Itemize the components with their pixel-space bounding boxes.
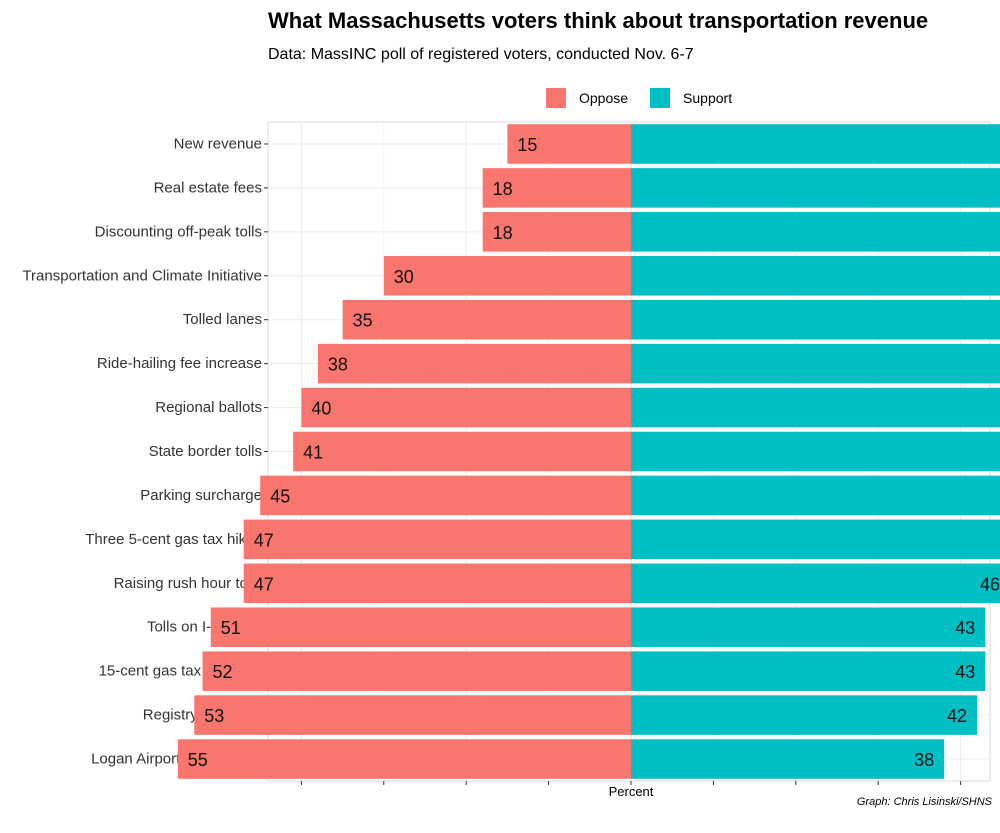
bar-support: [631, 299, 1000, 340]
data-label-support: 46: [980, 574, 1000, 594]
data-label-oppose: 53: [204, 706, 224, 726]
bar-oppose: [202, 651, 631, 691]
bar-oppose: [243, 563, 631, 604]
legend-item-oppose: Oppose: [546, 88, 628, 108]
bar-support: [631, 519, 1000, 560]
bar-support: [631, 387, 1000, 428]
bar-support: [631, 695, 978, 735]
category-label: Regional ballots: [155, 399, 262, 416]
bar-support: [631, 607, 986, 648]
category-label: Ride-hailing fee increase: [97, 355, 262, 372]
bar-oppose: [194, 695, 631, 735]
data-label-oppose: 38: [328, 355, 348, 375]
data-label-oppose: 18: [493, 179, 513, 199]
bar-oppose: [482, 212, 631, 252]
bar-support: [631, 651, 986, 691]
bar-support: [631, 168, 1000, 208]
bar-support: [631, 563, 1000, 604]
legend-label-oppose: Oppose: [579, 90, 629, 106]
bar-support: [631, 343, 1000, 384]
category-label: State border tolls: [149, 443, 262, 460]
bar-oppose: [301, 387, 631, 428]
bar-oppose: [177, 739, 632, 779]
bar-oppose: [317, 343, 631, 384]
data-label-oppose: 52: [213, 662, 233, 682]
category-label: Parking surcharge: [140, 487, 262, 504]
data-label-oppose: 40: [311, 399, 331, 419]
bar-oppose: [260, 475, 631, 516]
legend-item-support: Support: [650, 88, 732, 108]
bar-support: [631, 475, 1000, 516]
legend-swatch-oppose: [546, 88, 566, 108]
category-label: Transportation and Climate Initiative: [22, 267, 262, 284]
legend-label-support: Support: [683, 90, 733, 106]
legend-swatch-support: [650, 88, 671, 108]
bar-oppose: [243, 519, 631, 560]
chart-caption: Graph: Chris Lisinski/SHNS: [856, 796, 992, 808]
chart-title: What Massachusetts voters think about tr…: [268, 8, 929, 33]
bar-oppose: [482, 168, 631, 208]
bar-support: [631, 431, 1000, 472]
data-label-oppose: 35: [353, 311, 373, 331]
data-label-oppose: 30: [394, 267, 414, 287]
bar-oppose: [342, 299, 631, 340]
bar-oppose: [210, 607, 631, 648]
bar-support: [631, 739, 945, 779]
category-label: Discounting off-peak tolls: [95, 223, 262, 240]
data-label-oppose: 45: [270, 486, 290, 506]
data-label-oppose: 51: [221, 618, 241, 638]
legend: Oppose Support: [546, 88, 754, 108]
category-label: Real estate fees: [154, 179, 262, 196]
data-label-support: 43: [955, 662, 975, 682]
bar-support: [631, 212, 1000, 252]
data-label-oppose: 47: [254, 530, 274, 550]
data-label-oppose: 18: [493, 223, 513, 243]
data-label-support: 38: [914, 750, 934, 770]
data-label-oppose: 41: [303, 443, 323, 463]
category-label: Tolled lanes: [183, 311, 262, 328]
category-label: New revenue: [174, 135, 262, 152]
bar-oppose: [507, 124, 631, 164]
x-axis-title: Percent: [609, 784, 654, 799]
bar-oppose: [293, 431, 631, 472]
data-label-oppose: 47: [254, 574, 274, 594]
data-label-support: 42: [947, 706, 967, 726]
category-label: Raising rush hour tolls: [114, 575, 262, 592]
bar-oppose: [383, 255, 631, 296]
data-label-oppose: 15: [517, 135, 537, 155]
chart-subtitle: Data: MassINC poll of registered voters,…: [268, 46, 694, 63]
bar-support: [631, 124, 1000, 164]
data-label-oppose: 55: [188, 750, 208, 770]
data-label-support: 43: [955, 618, 975, 638]
bar-support: [631, 255, 1000, 296]
category-label: Three 5-cent gas tax hikes: [85, 531, 262, 548]
